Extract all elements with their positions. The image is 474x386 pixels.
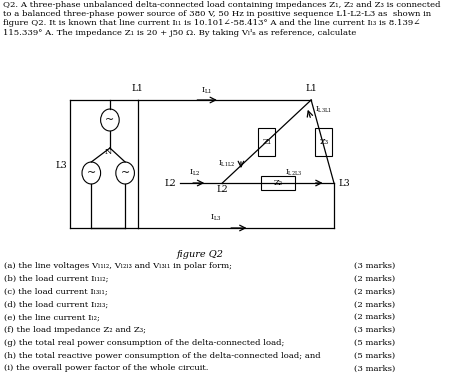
Text: (g) the total real power consumption of the delta-connected load;: (g) the total real power consumption of …: [4, 339, 284, 347]
Text: (2 marks): (2 marks): [355, 275, 396, 283]
Text: (5 marks): (5 marks): [355, 339, 396, 347]
Text: L1: L1: [305, 84, 317, 93]
Text: I$_{\mathregular{L3}}$: I$_{\mathregular{L3}}$: [210, 213, 221, 223]
Text: L1: L1: [132, 84, 144, 93]
Text: I$_{\mathregular{L3L1}}$: I$_{\mathregular{L3L1}}$: [315, 105, 331, 115]
Text: ~: ~: [105, 115, 115, 125]
Text: (2 marks): (2 marks): [355, 288, 396, 296]
Text: (c) the load current Iₗ₃ₗ₁;: (c) the load current Iₗ₃ₗ₁;: [4, 288, 108, 296]
Text: (3 marks): (3 marks): [354, 364, 396, 372]
Text: (a) the line voltages Vₗ₁ₗ₂, Vₗ₂ₗ₃ and Vₗ₃ₗ₁ in polar form;: (a) the line voltages Vₗ₁ₗ₂, Vₗ₂ₗ₃ and V…: [4, 262, 232, 270]
Text: Z₁: Z₁: [263, 138, 272, 146]
Text: Z₃: Z₃: [319, 138, 328, 146]
Text: I$_{\mathregular{L2}}$: I$_{\mathregular{L2}}$: [189, 168, 200, 178]
Bar: [261, 176, 295, 190]
Text: L2: L2: [217, 185, 228, 194]
Text: ~: ~: [120, 168, 130, 178]
Text: N: N: [105, 148, 112, 156]
Text: (2 marks): (2 marks): [355, 313, 396, 321]
Text: (i) the overall power factor of the whole circuit.: (i) the overall power factor of the whol…: [4, 364, 209, 372]
Text: L3: L3: [55, 161, 67, 169]
Text: I$_{\mathregular{L1L2}}$: I$_{\mathregular{L1L2}}$: [218, 159, 235, 169]
Text: (3 marks): (3 marks): [354, 326, 396, 334]
Text: (f) the load impedance Z₂ and Z₃;: (f) the load impedance Z₂ and Z₃;: [4, 326, 146, 334]
Text: (e) the line current Iₗ₂;: (e) the line current Iₗ₂;: [4, 313, 100, 321]
Text: I$_{\mathregular{L2L3}}$: I$_{\mathregular{L2L3}}$: [285, 168, 303, 178]
Text: (3 marks): (3 marks): [354, 262, 396, 270]
Text: (d) the load current Iₗ₂ₗ₃;: (d) the load current Iₗ₂ₗ₃;: [4, 300, 109, 308]
Text: I$_{\mathregular{L1}}$: I$_{\mathregular{L1}}$: [201, 86, 213, 96]
Text: (b) the load current Iₗ₁ₗ₂;: (b) the load current Iₗ₁ₗ₂;: [4, 275, 109, 283]
Text: L2: L2: [164, 178, 176, 188]
Text: Q2. A three-phase unbalanced delta-connected load containing impedances Z₁, Z₂ a: Q2. A three-phase unbalanced delta-conne…: [3, 1, 441, 37]
Text: (5 marks): (5 marks): [355, 352, 396, 360]
Text: figure Q2: figure Q2: [177, 250, 224, 259]
Text: (h) the total reactive power consumption of the delta-connected load; and: (h) the total reactive power consumption…: [4, 352, 321, 360]
Text: L3: L3: [338, 178, 350, 188]
Bar: [315, 128, 332, 156]
Bar: [258, 128, 275, 156]
Text: ~: ~: [87, 168, 96, 178]
Text: (2 marks): (2 marks): [355, 300, 396, 308]
Text: Z₂: Z₂: [273, 179, 283, 187]
